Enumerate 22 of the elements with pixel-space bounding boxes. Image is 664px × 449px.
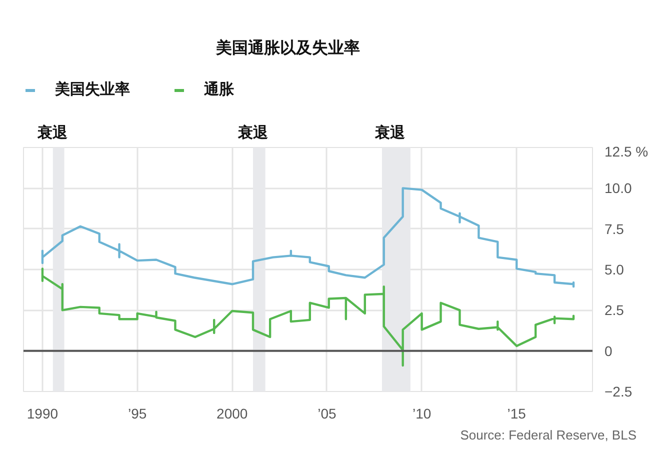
y-tick-label: 0 [604, 342, 612, 359]
chart-title: 美国通胀以及失业率 [215, 38, 360, 57]
band-label: 衰退 [36, 124, 69, 142]
x-tick-label: ’10 [412, 406, 432, 422]
x-tick-label: 1990 [26, 406, 58, 422]
source-note: Source: Federal Reserve, BLS [460, 428, 637, 442]
y-tick-label: 5.0 [604, 262, 624, 278]
x-tick-label: 2000 [216, 406, 248, 422]
x-tick-label: ’15 [507, 406, 526, 422]
legend-label: 美国失业率 [55, 80, 130, 99]
x-tick-label: ’95 [128, 406, 147, 422]
x-tick-label: ’05 [318, 406, 337, 422]
legend-label: 通胀 [204, 80, 234, 99]
line-series [41, 268, 575, 367]
y-tick-label: 2.5 [604, 302, 624, 318]
line-series [41, 187, 575, 288]
y-tick-label: 10.0 [604, 180, 632, 196]
y-tick-label: 12.5 % [604, 144, 648, 160]
y-tick-label: −2.5 [604, 384, 632, 400]
band-label: 衰退 [237, 124, 270, 142]
band-label: 衰退 [374, 124, 406, 142]
y-tick-label: 7.5 [604, 220, 624, 237]
